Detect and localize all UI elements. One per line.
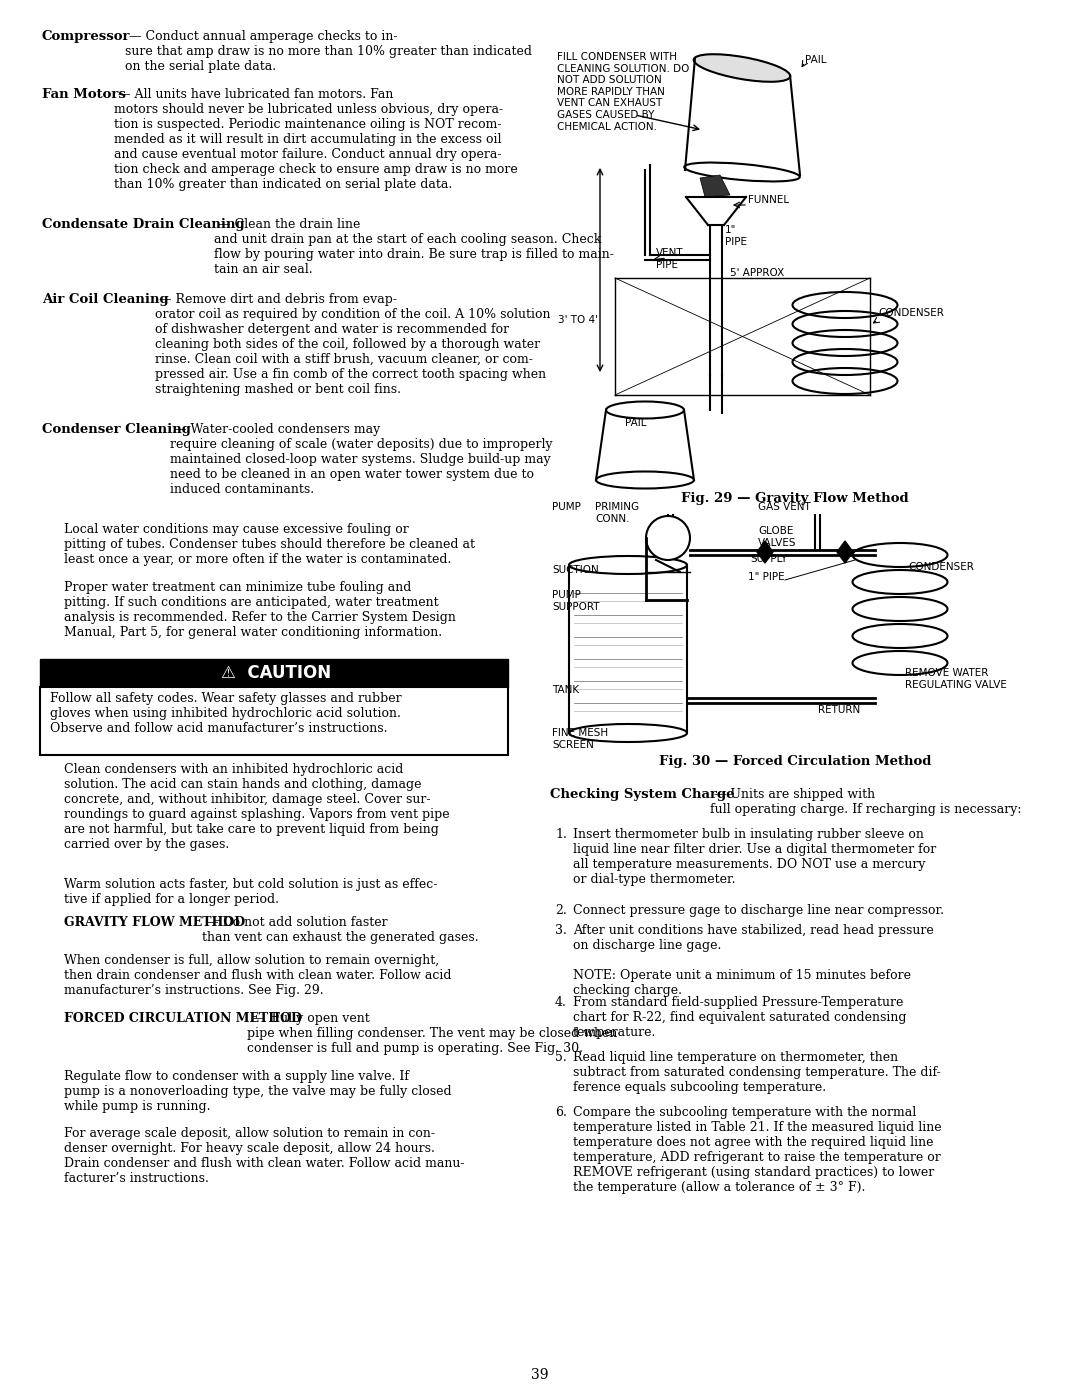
Text: Air Coil Cleaning: Air Coil Cleaning	[42, 293, 168, 306]
Text: 3' TO 4': 3' TO 4'	[558, 314, 598, 326]
Text: FILL CONDENSER WITH
CLEANING SOLUTION. DO
NOT ADD SOLUTION
MORE RAPIDLY THAN
VEN: FILL CONDENSER WITH CLEANING SOLUTION. D…	[557, 52, 689, 131]
Text: Regulate flow to condenser with a supply line valve. If
pump is a nonoverloading: Regulate flow to condenser with a supply…	[64, 1070, 451, 1113]
Text: ⚠  CAUTION: ⚠ CAUTION	[221, 664, 332, 682]
Text: PUMP: PUMP	[552, 502, 581, 511]
Text: PUMP
SUPPORT: PUMP SUPPORT	[552, 590, 599, 612]
Text: — Remove dirt and debris from evap-
orator coil as required by condition of the : — Remove dirt and debris from evap- orat…	[156, 293, 551, 395]
Text: GAS VENT: GAS VENT	[758, 502, 811, 511]
Ellipse shape	[606, 401, 684, 419]
Text: 5.: 5.	[555, 1051, 567, 1065]
Text: FINE MESH
SCREEN: FINE MESH SCREEN	[552, 728, 608, 750]
Text: Clean condensers with an inhibited hydrochloric acid
solution. The acid can stai: Clean condensers with an inhibited hydro…	[64, 763, 449, 851]
Bar	[40, 687, 508, 754]
Text: REMOVE WATER
REGULATING VALVE: REMOVE WATER REGULATING VALVE	[905, 668, 1007, 690]
Text: Compare the subcooling temperature with the normal
temperature listed in Table 2: Compare the subcooling temperature with …	[573, 1106, 942, 1194]
Text: SUPPLY: SUPPLY	[750, 555, 787, 564]
Polygon shape	[700, 175, 730, 197]
Text: Follow all safety codes. Wear safety glasses and rubber
gloves when using inhibi: Follow all safety codes. Wear safety gla…	[50, 692, 402, 735]
Text: Insert thermometer bulb in insulating rubber sleeve on
liquid line near filter d: Insert thermometer bulb in insulating ru…	[573, 828, 936, 886]
Text: — Units are shipped with
full operating charge. If recharging is necessary:: — Units are shipped with full operating …	[710, 788, 1022, 816]
Text: PAIL: PAIL	[625, 418, 647, 427]
Text: SUCTION: SUCTION	[552, 564, 598, 576]
Text: Fig. 29 — Gravity Flow Method: Fig. 29 — Gravity Flow Method	[681, 492, 908, 504]
Ellipse shape	[685, 162, 800, 182]
Text: 2.: 2.	[555, 904, 567, 916]
Ellipse shape	[596, 472, 694, 489]
Text: Compressor: Compressor	[42, 29, 131, 43]
Text: Connect pressure gage to discharge line near compressor.: Connect pressure gage to discharge line …	[573, 904, 944, 916]
Text: Read liquid line temperature on thermometer, then
subtract from saturated conden: Read liquid line temperature on thermome…	[573, 1051, 941, 1094]
Text: — Clean the drain line
and unit drain pan at the start of each cooling season. C: — Clean the drain line and unit drain pa…	[214, 218, 613, 277]
Text: CONDENSER: CONDENSER	[908, 562, 974, 571]
Text: 39: 39	[531, 1368, 549, 1382]
Text: — All units have lubricated fan motors. Fan
motors should never be lubricated un: — All units have lubricated fan motors. …	[114, 88, 517, 191]
Text: Fan Motors: Fan Motors	[42, 88, 126, 101]
Text: Fig. 30 — Forced Circulation Method: Fig. 30 — Forced Circulation Method	[659, 754, 931, 768]
Text: 1" PIPE: 1" PIPE	[748, 571, 785, 583]
Text: 1"
PIPE: 1" PIPE	[725, 225, 747, 247]
Text: VENT
PIPE: VENT PIPE	[656, 249, 684, 270]
Text: 4.: 4.	[555, 996, 567, 1009]
Text: 3.: 3.	[555, 923, 567, 937]
Text: RETURN: RETURN	[818, 705, 861, 715]
Text: — Conduct annual amperage checks to in-
sure that amp draw is no more than 10% g: — Conduct annual amperage checks to in- …	[125, 29, 532, 73]
Text: After unit conditions have stabilized, read head pressure
on discharge line gage: After unit conditions have stabilized, r…	[573, 923, 934, 997]
Text: — Do not add solution faster
than vent can exhaust the generated gases.: — Do not add solution faster than vent c…	[202, 916, 478, 944]
Text: Checking System Charge: Checking System Charge	[550, 788, 734, 800]
Text: From standard field-supplied Pressure-Temperature
chart for R-22, find equivalen: From standard field-supplied Pressure-Te…	[573, 996, 906, 1039]
Text: —  Fully open vent
pipe when filling condenser. The vent may be closed when
cond: — Fully open vent pipe when filling cond…	[247, 1011, 618, 1055]
Text: CONDENSER: CONDENSER	[878, 307, 944, 319]
Polygon shape	[837, 541, 853, 563]
Text: FORCED CIRCULATION METHOD: FORCED CIRCULATION METHOD	[64, 1011, 302, 1025]
Ellipse shape	[693, 54, 791, 82]
Ellipse shape	[569, 556, 687, 574]
Text: Local water conditions may cause excessive fouling or
pitting of tubes. Condense: Local water conditions may cause excessi…	[64, 522, 475, 566]
Text: 5' APPROX: 5' APPROX	[730, 268, 784, 278]
Polygon shape	[757, 541, 773, 563]
Text: When condenser is full, allow solution to remain overnight,
then drain condenser: When condenser is full, allow solution t…	[64, 954, 451, 997]
Text: FUNNEL: FUNNEL	[748, 196, 789, 205]
Text: — Water-cooled condensers may
require cleaning of scale (water deposits) due to : — Water-cooled condensers may require cl…	[170, 423, 553, 496]
Ellipse shape	[646, 515, 690, 560]
Text: GRAVITY FLOW METHOD: GRAVITY FLOW METHOD	[64, 916, 245, 929]
Text: Condensate Drain Cleaning: Condensate Drain Cleaning	[42, 218, 245, 231]
Text: PAIL: PAIL	[805, 54, 826, 66]
Bar	[40, 659, 508, 687]
Bar	[569, 564, 687, 733]
Text: 6.: 6.	[555, 1106, 567, 1119]
Text: TANK: TANK	[552, 685, 579, 694]
Text: Condenser Cleaning: Condenser Cleaning	[42, 423, 191, 436]
Text: GLOBE
VALVES: GLOBE VALVES	[758, 527, 797, 548]
Text: 1.: 1.	[555, 828, 567, 841]
Text: For average scale deposit, allow solution to remain in con-
denser overnight. Fo: For average scale deposit, allow solutio…	[64, 1127, 464, 1185]
Text: PRIMING
CONN.: PRIMING CONN.	[595, 502, 639, 524]
Text: Proper water treatment can minimize tube fouling and
pitting. If such conditions: Proper water treatment can minimize tube…	[64, 581, 456, 638]
Text: Warm solution acts faster, but cold solution is just as effec-
tive if applied f: Warm solution acts faster, but cold solu…	[64, 877, 437, 907]
Ellipse shape	[569, 724, 687, 742]
